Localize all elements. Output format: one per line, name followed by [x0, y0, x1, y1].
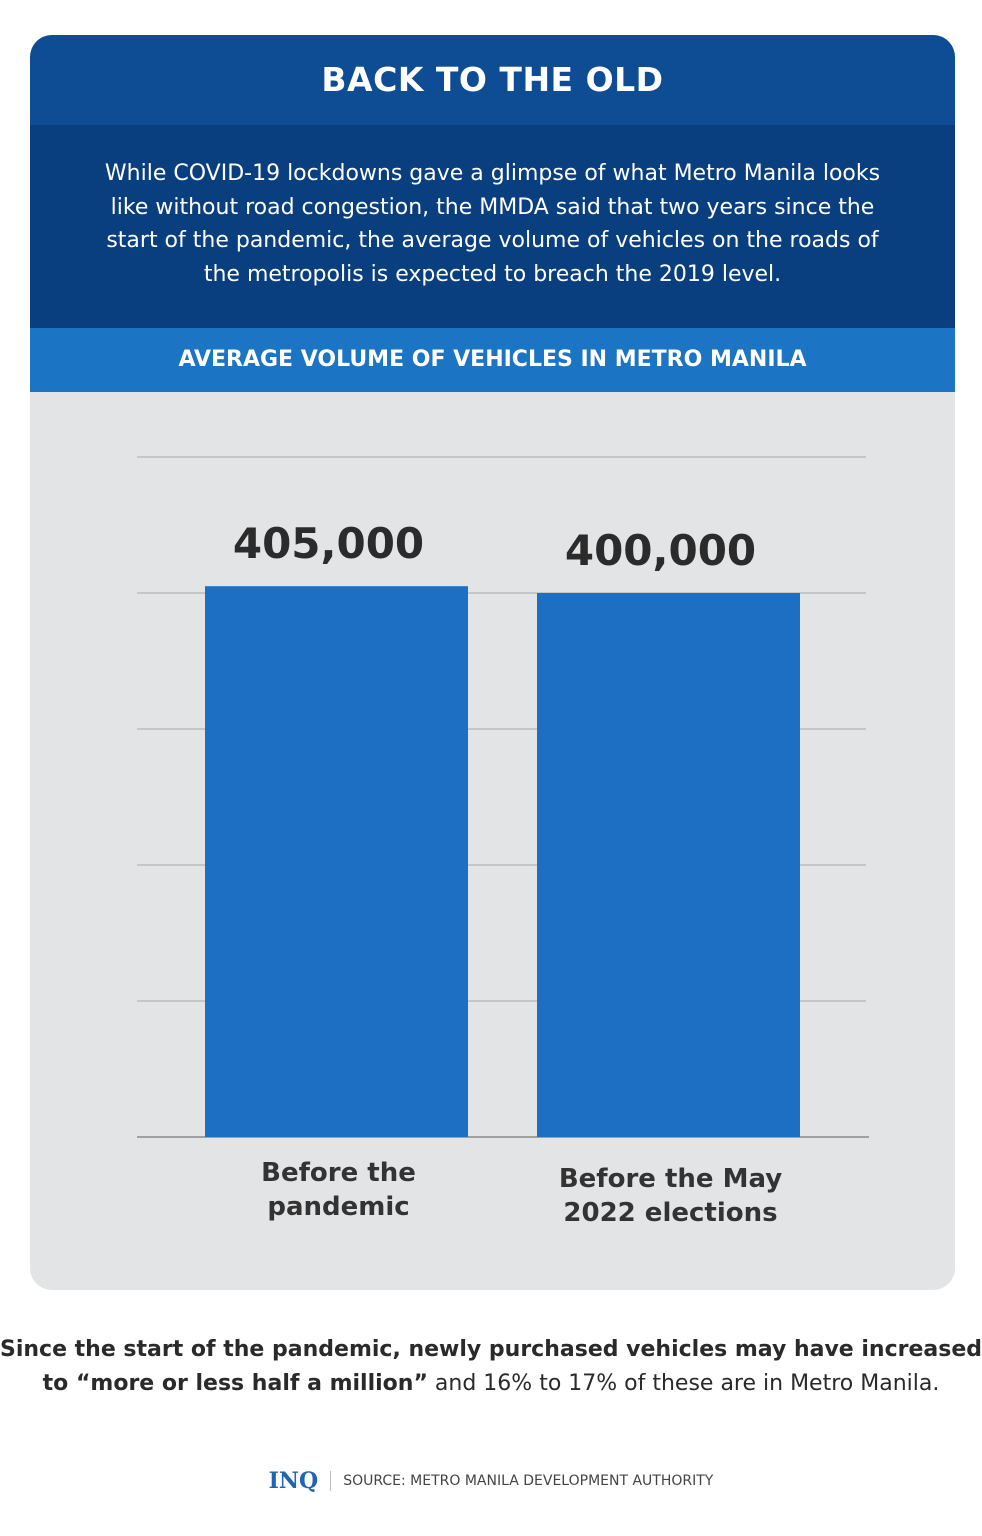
infographic-card: BACK TO THE OLD While COVID-19 lockdowns… [30, 35, 955, 1290]
category-label: 2022 elections [563, 1198, 777, 1228]
bar [537, 593, 800, 1137]
footer: INQ SOURCE: METRO MANILA DEVELOPMENT AUTH… [0, 1468, 982, 1494]
chart-title: AVERAGE VOLUME OF VEHICLES IN METRO MANI… [30, 328, 955, 392]
source: SOURCE: METRO MANILA DEVELOPMENT AUTHORI… [343, 1473, 714, 1489]
category-label: pandemic [267, 1192, 409, 1222]
description: While COVID-19 lockdowns gave a glimpse … [30, 125, 955, 328]
footnote: Since the start of the pandemic, newly p… [0, 1333, 982, 1400]
bar-chart: 405,000 Before the pandemic 400,000 Before t… [137, 456, 869, 1228]
divider [330, 1471, 332, 1491]
category-label: Before the [261, 1158, 416, 1188]
footnote-bold: Since the start of the pandemic, newly p… [0, 1337, 982, 1396]
bar [205, 586, 468, 1137]
inq-logo: INQ [268, 1468, 319, 1494]
category-label: Before the May [559, 1164, 782, 1194]
value-label: 405,000 [233, 519, 424, 568]
value-label: 400,000 [565, 526, 756, 575]
title: BACK TO THE OLD [30, 35, 955, 125]
footnote-rest: and 16% to 17% of these are in Metro Man… [427, 1370, 940, 1396]
